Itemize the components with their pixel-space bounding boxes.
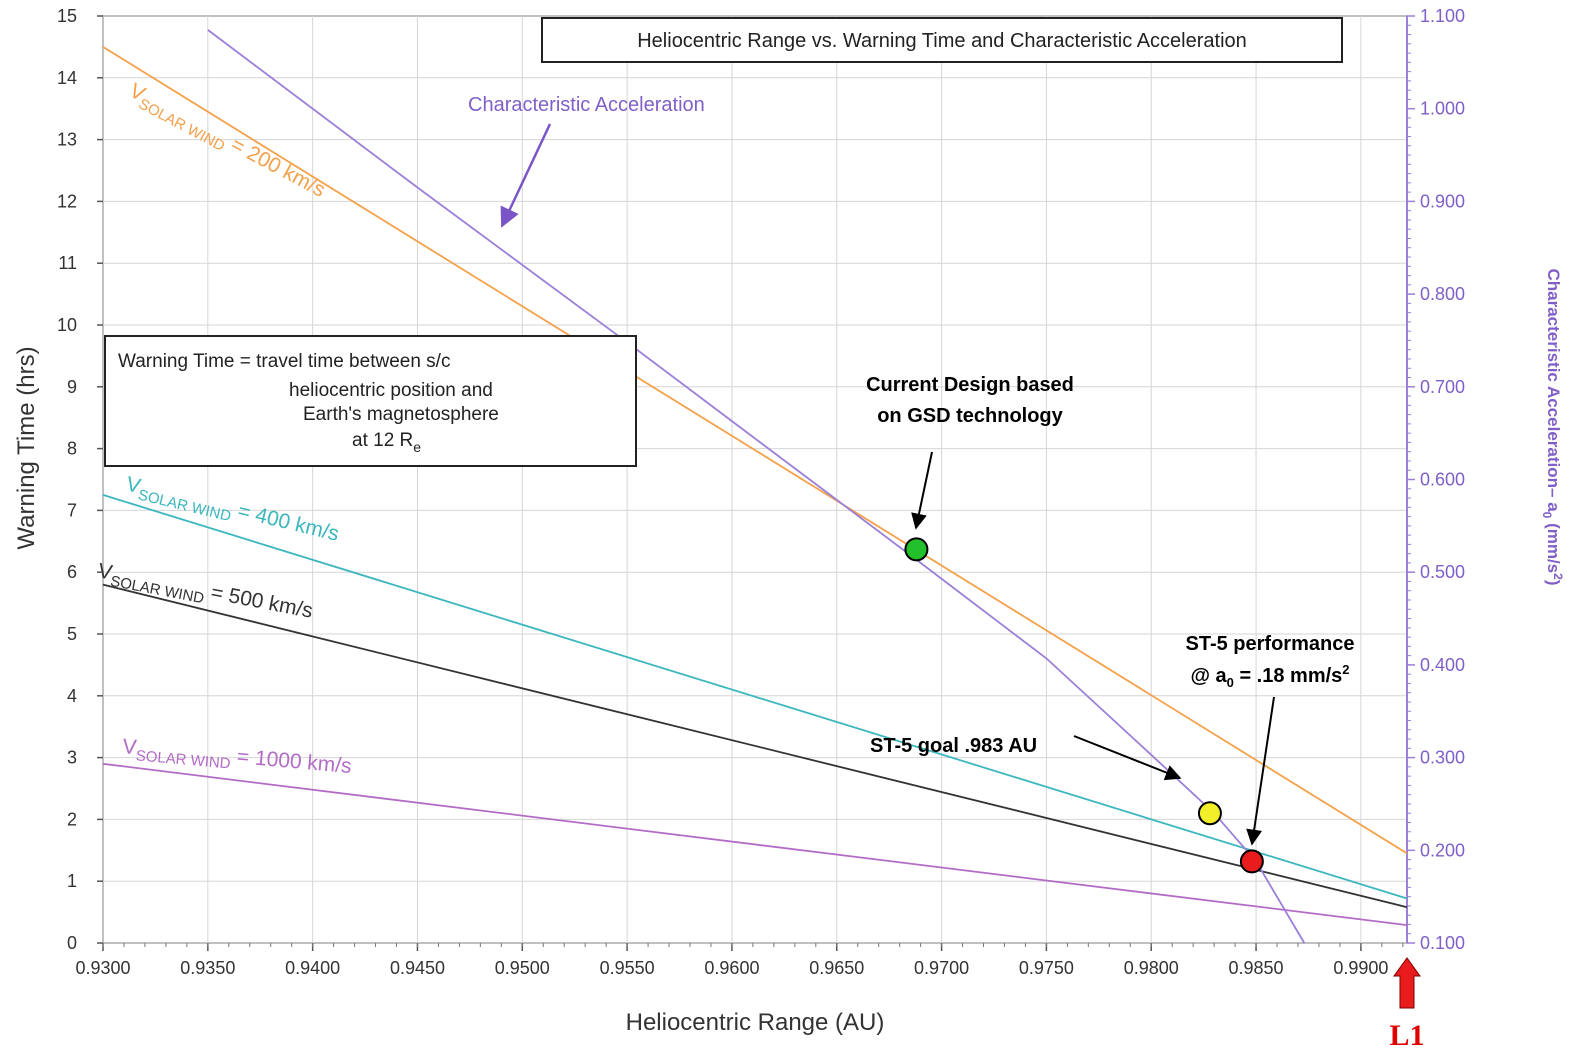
grid [102,15,1407,944]
current-design-line-1: Current Design based [866,374,1074,396]
plot-area [102,15,1408,944]
series-line-2 [102,583,1408,909]
y-tick-label: 0 [67,933,77,953]
y-tick-label: 10 [57,315,77,335]
y-tick-label: 12 [57,191,77,211]
marker-point-0 [904,537,929,562]
x-tick-label: 0.9600 [704,958,759,978]
x-tick-label: 0.9650 [809,958,864,978]
l1-marker: L1 [1389,957,1425,1052]
y-tick-label: 14 [57,68,77,88]
marker-point-1 [1197,801,1222,826]
marker-point-2 [1239,849,1264,874]
accel-arrow [500,123,552,228]
y-tick-label: 11 [58,253,77,273]
y2-tick-label: 0.400 [1420,655,1465,675]
y2-tick-label: 1.000 [1420,99,1465,119]
y-tick-label: 4 [67,686,77,706]
y-tick-label: 15 [57,6,77,26]
y2-tick-label: 0.300 [1420,748,1465,768]
y-tick-label: 7 [67,500,77,520]
x-tick-label: 0.9450 [390,958,445,978]
l1-arrow-icon [1393,957,1421,1009]
series-line-3 [102,762,1408,926]
y-tick-label: 6 [67,562,77,582]
chart-title-box: Heliocentric Range vs. Warning Time and … [541,17,1343,63]
series-line-0 [102,46,1408,855]
series-line-4 [207,29,1306,944]
definition-line-2: heliocentric position and [289,380,493,401]
y-tick-label: 13 [57,130,77,150]
x-tick-label: 0.9500 [495,958,550,978]
y2-tick-label: 0.100 [1420,933,1465,953]
y-tick-label: 1 [67,871,77,891]
st5-perf-line-1: ST-5 performance [1186,633,1355,655]
y2-tick-label: 0.200 [1420,840,1465,860]
st5-goal-label: ST-5 goal .983 AU [870,735,1037,757]
x-tick-label: 0.9400 [285,958,340,978]
x-tick-label: 0.9350 [180,958,235,978]
y2-tick-label: 0.500 [1420,562,1465,582]
series-layer [102,29,1408,944]
l1-label: L1 [1389,1019,1424,1052]
chart-title: Heliocentric Range vs. Warning Time and … [637,30,1247,52]
x-tick-label: 0.9300 [75,958,130,978]
accel-label: Characteristic Acceleration [468,94,705,116]
y2-tick-label: 0.800 [1420,284,1465,304]
y-axis-title: Warning Time (hrs) [13,346,40,549]
x-tick-label: 0.9750 [1019,958,1074,978]
st5-perf-arrow [1246,696,1275,846]
definition-line-3: Earth's magnetosphere [303,404,499,425]
y2-axis-title: Characteristic Acceleration– a0 (mm/s2) [1540,269,1565,586]
x-tick-label: 0.9850 [1229,958,1284,978]
definition-line-4: at 12 Re [352,430,421,455]
x-tick-label: 0.9900 [1333,958,1388,978]
x-axis: 0.9300 0.9350 0.9400 0.9450 0.9500 0.9550 0.96… [75,943,1404,978]
y-tick-label: 9 [67,377,77,397]
x-axis-title: Heliocentric Range (AU) [626,1009,885,1036]
x-tick-label: 0.9800 [1124,958,1179,978]
y2-tick-label: 0.600 [1420,470,1465,490]
y-tick-label: 8 [67,439,77,459]
current-design-line-2: on GSD technology [877,405,1063,427]
series-line-1 [102,494,1408,900]
x-tick-label: 0.9550 [600,958,655,978]
y-tick-label: 5 [67,624,77,644]
current-design-arrow [911,451,933,530]
definition-box: Warning Time = travel time between s/c h… [104,335,637,467]
y2-tick-label: 1.100 [1420,6,1465,26]
y2-tick-label: 0.900 [1420,191,1465,211]
x-tick-label: 0.9700 [914,958,969,978]
y-tick-label: 3 [67,748,77,768]
y2-tick-label: 0.700 [1420,377,1465,397]
y-axis-right: 0.100 0.200 0.300 0.400 0.500 0.600 0.700 0.800… [1406,6,1465,953]
definition-line-1: Warning Time = travel time between s/c [118,351,450,372]
st5-perf-line-2: @ a0 = .18 mm/s2 [1190,662,1349,690]
st5-goal-arrow [1073,735,1182,781]
y-tick-label: 2 [67,809,77,829]
